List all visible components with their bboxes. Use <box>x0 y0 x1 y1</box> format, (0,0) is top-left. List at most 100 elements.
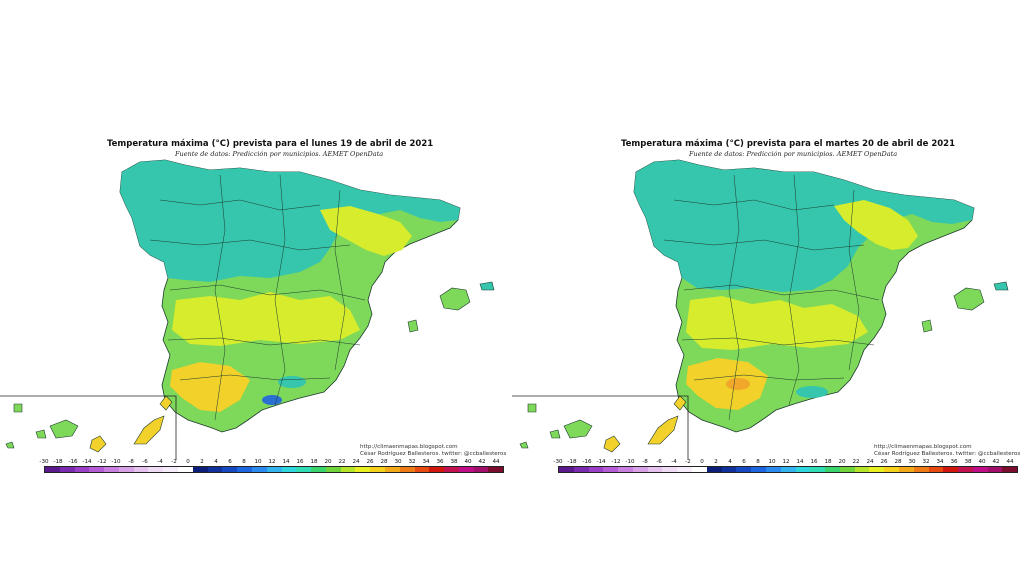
tick-label: 44 <box>1006 459 1014 465</box>
tick-label: -16 <box>68 459 78 465</box>
legend-ticks: -30 -18 -16 -14 -12 -10 -8 -6 -4 -2 0 2 … <box>39 459 504 467</box>
central-warm-zone <box>686 296 868 350</box>
sierra-cool-patch <box>278 376 306 388</box>
credit-url: http://climaenmapas.blogspot.com <box>360 444 458 450</box>
tick-label: 24 <box>352 459 360 465</box>
tick-label: 8 <box>756 459 760 465</box>
tick-label: -2 <box>171 459 177 465</box>
credit-url: http://climaenmapas.blogspot.com <box>874 444 972 450</box>
tick-label: 32 <box>922 459 930 465</box>
south-hot-zone <box>170 362 250 412</box>
tick-label: -6 <box>142 459 148 465</box>
color-scale-segment <box>913 467 929 472</box>
color-scale-segment <box>237 467 252 472</box>
temperature-map-tuesday <box>512 159 1009 460</box>
north-cool-zone <box>634 160 974 292</box>
color-scale-segment <box>251 467 267 472</box>
color-scale-segment <box>958 467 973 472</box>
menorca <box>479 281 495 291</box>
tick-label: 30 <box>394 459 402 465</box>
tick-label: 18 <box>824 459 832 465</box>
map-panel-tuesday: Temperatura máxima (°C) prevista para el… <box>512 0 1024 576</box>
tick-label: -14 <box>596 459 606 465</box>
tick-label: -2 <box>685 459 691 465</box>
tick-label: 32 <box>408 459 416 465</box>
color-scale-segment <box>325 467 341 472</box>
color-scale-segment <box>473 467 489 472</box>
color-scale-segment <box>444 467 459 472</box>
color-scale-segment <box>869 467 885 472</box>
tick-label: -14 <box>82 459 92 465</box>
tick-label: -6 <box>656 459 662 465</box>
tick-label: 28 <box>380 459 388 465</box>
tick-label: -30 <box>553 459 563 465</box>
color-scale-segment <box>706 467 722 472</box>
tick-label: 10 <box>254 459 262 465</box>
tick-label: 4 <box>214 459 218 465</box>
tick-label: 38 <box>964 459 972 465</box>
color-scale-segment <box>972 467 988 472</box>
tick-label: 26 <box>366 459 374 465</box>
color-scale-segment <box>488 467 504 472</box>
menorca <box>993 281 1009 291</box>
tick-label: 2 <box>714 459 718 465</box>
tick-label: 42 <box>478 459 486 465</box>
color-scale-segment <box>795 467 811 472</box>
tick-label: -10 <box>625 459 635 465</box>
tick-label: 0 <box>700 459 704 465</box>
color-scale-segment <box>647 467 663 472</box>
color-scale-segment <box>898 467 914 472</box>
tick-label: -12 <box>97 459 107 465</box>
sierra-cold-spot <box>262 395 282 405</box>
central-warm-zone <box>172 292 360 346</box>
province-borders <box>149 174 366 421</box>
tick-label: 36 <box>950 459 958 465</box>
tick-label: 42 <box>992 459 1000 465</box>
color-scale-segment <box>573 467 589 472</box>
tick-label: -16 <box>582 459 592 465</box>
tick-label: 24 <box>866 459 874 465</box>
color-scale-segment <box>148 467 164 472</box>
color-scale-segment <box>810 467 826 472</box>
color-scale-segment <box>45 467 60 472</box>
color-scale-segment <box>118 467 134 472</box>
tick-label: 30 <box>908 459 916 465</box>
color-scale-segment <box>340 467 356 472</box>
tick-label: -8 <box>128 459 134 465</box>
canary-east-islands <box>89 395 173 453</box>
map-subtitle: Fuente de datos: Predicción por municipi… <box>175 150 384 158</box>
color-scale-segment <box>222 467 238 472</box>
tick-label: 16 <box>296 459 304 465</box>
canary-west-islands <box>519 403 593 449</box>
color-scale-segment <box>104 467 119 472</box>
color-scale-segment <box>399 467 415 472</box>
color-scale-segment <box>928 467 944 472</box>
color-scale-segment <box>780 467 796 472</box>
color-scale-segment <box>751 467 766 472</box>
color-scale-segment <box>677 467 693 472</box>
tick-label: 36 <box>436 459 444 465</box>
color-scale-segment <box>311 467 326 472</box>
color-scale-segment <box>89 467 105 472</box>
tick-label: 2 <box>200 459 204 465</box>
guadalquivir-hot-spot <box>726 378 750 390</box>
color-scale-bar <box>558 466 1018 473</box>
credit-author: César Rodríguez Ballesteros. twitter: @c… <box>360 451 507 457</box>
canary-inset-frame <box>0 395 177 460</box>
color-scale-segment <box>662 467 678 472</box>
tick-label: 10 <box>768 459 776 465</box>
tick-label: -4 <box>157 459 163 465</box>
province-borders <box>663 174 880 421</box>
color-scale-segment <box>765 467 781 472</box>
north-cool-zone <box>120 160 460 282</box>
canary-west-islands <box>5 403 79 449</box>
tick-label: 40 <box>978 459 986 465</box>
tick-label: 14 <box>796 459 804 465</box>
tick-label: 14 <box>282 459 290 465</box>
map-panel-monday: Temperatura máxima (°C) prevista para el… <box>0 139 507 473</box>
tick-label: 6 <box>742 459 746 465</box>
tick-label: -30 <box>39 459 49 465</box>
ebro-warm-zone <box>834 200 918 250</box>
tick-label: 4 <box>728 459 732 465</box>
color-scale-segment <box>414 467 430 472</box>
